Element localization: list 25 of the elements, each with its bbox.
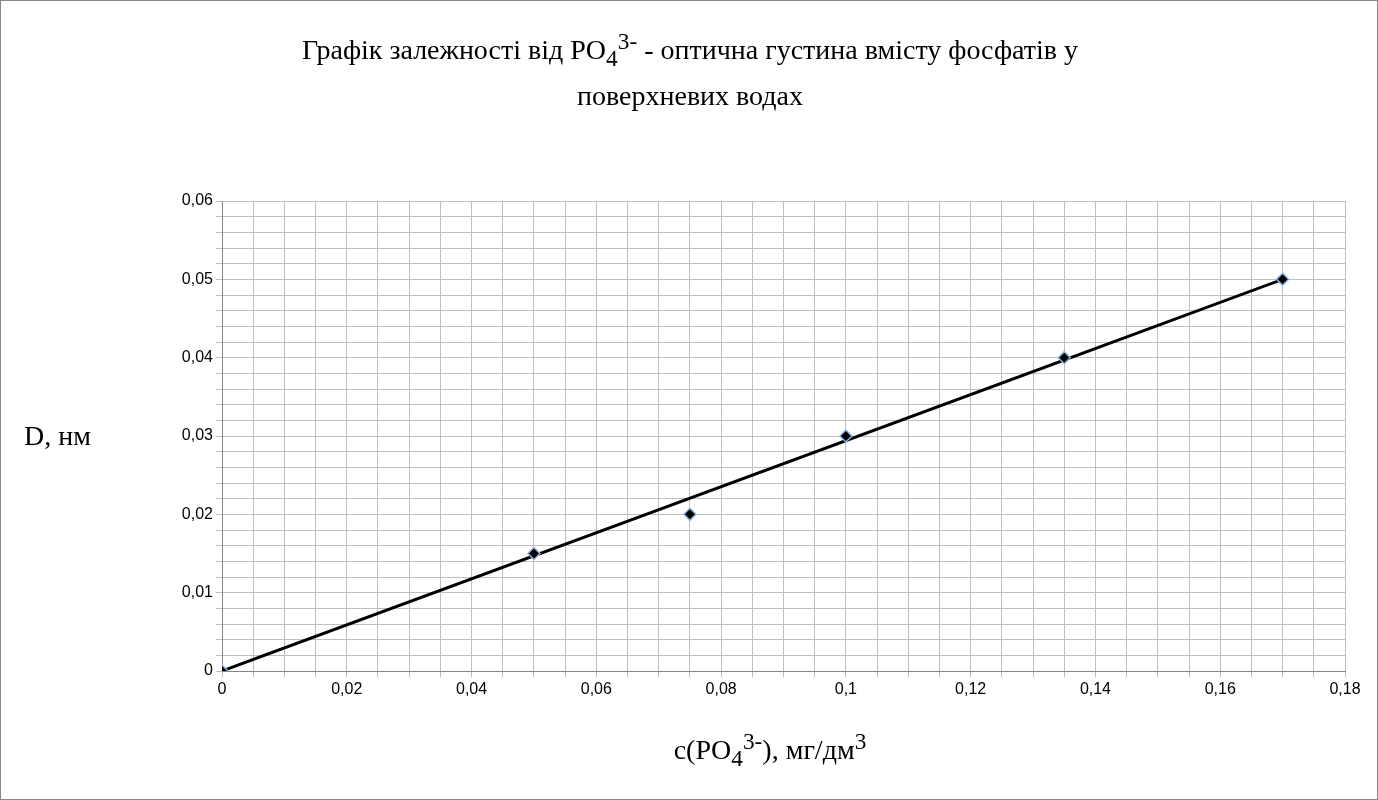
x-tick-label: 0,12 bbox=[955, 680, 987, 698]
y-axis-title: D, нм bbox=[24, 420, 91, 452]
point bbox=[1275, 272, 1290, 287]
x-tick-label: 0 bbox=[217, 680, 227, 698]
x-tick-label: 0,1 bbox=[834, 680, 858, 698]
y-tick-label: 0,02 bbox=[181, 504, 214, 522]
y-tick-label: 0,05 bbox=[181, 269, 214, 287]
point bbox=[683, 507, 697, 522]
chart-title: Графік залежності від PO$_{4}$$^{3-}$ - оптична густина вмісту фосфатів у поверхневих водах bbox=[301, 27, 1079, 113]
y-tick-label: 0,01 bbox=[181, 583, 214, 601]
x-axis-title: c(PO$_{4}$$^{3-}$), мг/дм$^{3}$ bbox=[672, 728, 868, 772]
y-tick-label: 0,04 bbox=[181, 348, 214, 366]
x-tick-label: 0,04 bbox=[455, 680, 488, 698]
y-tick-label: 0 bbox=[204, 661, 214, 679]
point bbox=[839, 429, 853, 443]
y-tick-label: 0,03 bbox=[181, 426, 214, 444]
point bbox=[1057, 350, 1071, 365]
x-tick-label: 0,02 bbox=[331, 680, 363, 698]
x-tick-label: 0,08 bbox=[705, 680, 737, 698]
point bbox=[527, 546, 541, 561]
x-tick-label: 0,06 bbox=[580, 680, 613, 698]
x-tick-label: 0,16 bbox=[1204, 680, 1236, 698]
x-tick-label: 0,18 bbox=[1329, 680, 1361, 698]
x-tick-label: 0,14 bbox=[1079, 680, 1112, 698]
y-tick-label: 0,06 bbox=[181, 191, 214, 209]
